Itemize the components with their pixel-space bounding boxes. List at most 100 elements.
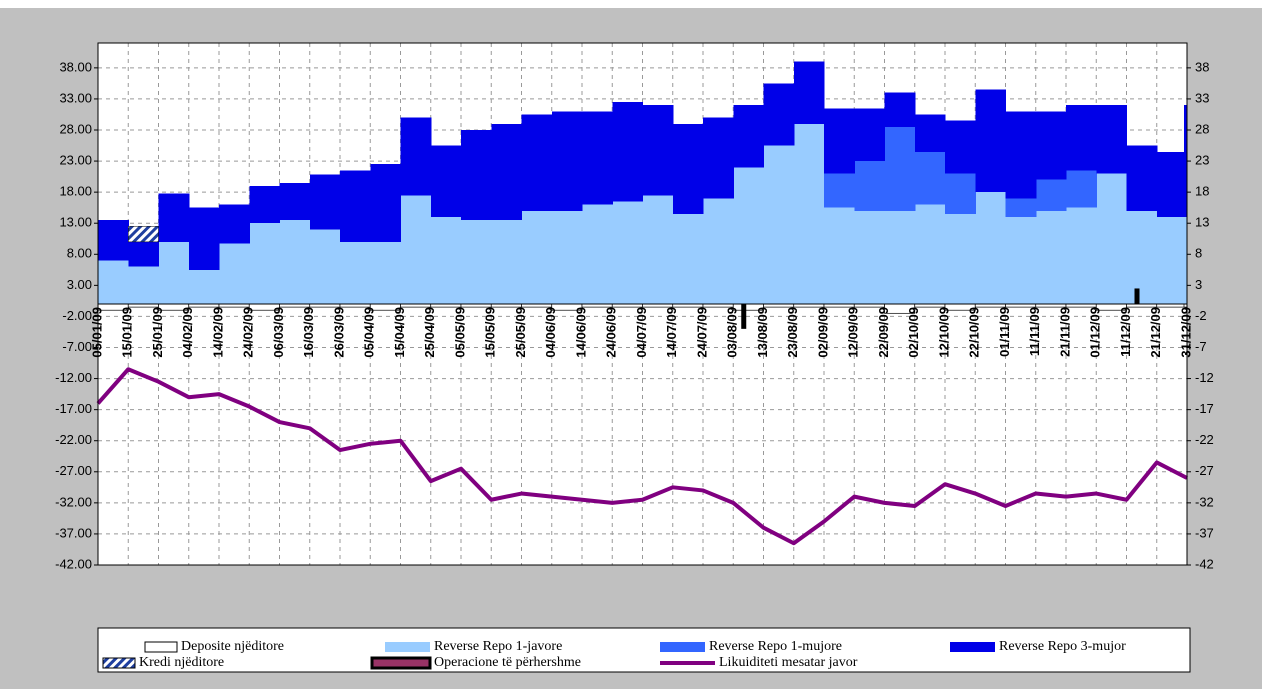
legend-swatch bbox=[950, 642, 995, 652]
y-tick-label: -37.00 bbox=[55, 525, 92, 540]
x-tick-label: 11/11/09 bbox=[1027, 307, 1042, 356]
y-tick-label: -2.00 bbox=[62, 308, 92, 323]
area-segment bbox=[1096, 105, 1127, 174]
area-segment bbox=[461, 130, 492, 221]
area-segment bbox=[1126, 210, 1158, 304]
x-tick-label: 02/10/09 bbox=[906, 307, 921, 358]
area-segment bbox=[1005, 111, 1037, 199]
x-tick-label: 24/02/09 bbox=[241, 307, 256, 358]
area-segment bbox=[824, 108, 855, 174]
area-segment bbox=[1184, 179, 1188, 304]
area-segment bbox=[763, 83, 795, 146]
y-tick-label: -42.00 bbox=[55, 556, 92, 571]
area-segment bbox=[703, 117, 734, 199]
x-tick-label: 26/03/09 bbox=[331, 307, 346, 358]
area-segment bbox=[128, 241, 159, 267]
area-segment bbox=[400, 117, 432, 196]
bar bbox=[1134, 288, 1140, 304]
area-segment bbox=[1005, 217, 1037, 304]
x-tick-label: 02/09/09 bbox=[815, 307, 830, 358]
area-segment bbox=[219, 204, 250, 244]
area-segment bbox=[884, 126, 916, 211]
x-tick-label: 05/04/09 bbox=[362, 307, 377, 358]
y2-tick-label: 8 bbox=[1195, 246, 1202, 261]
y2-tick-label: -37 bbox=[1195, 525, 1214, 540]
legend-swatch bbox=[144, 641, 178, 653]
area-segment bbox=[642, 105, 674, 196]
y2-tick-label: -42 bbox=[1195, 556, 1214, 571]
area-segment bbox=[279, 182, 311, 221]
area-segment bbox=[733, 167, 764, 304]
y2-tick-label: -17 bbox=[1195, 401, 1214, 416]
area-segment bbox=[430, 217, 462, 304]
y2-tick-label: -27 bbox=[1195, 463, 1214, 478]
area-segment bbox=[975, 192, 1006, 304]
y-tick-label: -27.00 bbox=[55, 463, 92, 478]
y-tick-label: 3.00 bbox=[67, 277, 92, 292]
legend-label: Deposite njëditore bbox=[181, 639, 284, 654]
area-segment bbox=[793, 61, 825, 124]
x-tick-label: 16/03/09 bbox=[301, 307, 316, 358]
x-tick-label: 01/12/09 bbox=[1088, 307, 1103, 358]
area-segment bbox=[945, 173, 976, 214]
area-segment bbox=[612, 201, 643, 304]
area-segment bbox=[98, 220, 129, 261]
area-segment bbox=[158, 241, 190, 304]
area-segment bbox=[884, 210, 916, 304]
area-segment bbox=[461, 220, 492, 304]
line bbox=[96, 367, 1188, 546]
area-segment bbox=[309, 229, 341, 304]
x-tick-label: 15/05/09 bbox=[483, 307, 498, 358]
legend bbox=[97, 627, 1191, 673]
y2-tick-label: -22 bbox=[1195, 432, 1214, 447]
x-tick-label: 25/04/09 bbox=[422, 307, 437, 358]
x-tick-label: 15/04/09 bbox=[392, 307, 407, 358]
x-tick-label: 15/01/09 bbox=[120, 307, 135, 358]
area-segment bbox=[158, 193, 190, 242]
legend-label: Operacione të përhershme bbox=[434, 655, 581, 670]
area-segment bbox=[582, 111, 613, 205]
area-segment bbox=[249, 223, 280, 304]
x-tick-label: 25/05/09 bbox=[513, 307, 528, 358]
area-segment bbox=[672, 213, 704, 304]
y2-tick-label: -32 bbox=[1195, 494, 1214, 509]
x-tick-label: 22/09/09 bbox=[876, 307, 891, 358]
area-segment bbox=[249, 185, 280, 224]
legend-label: Likuiditeti mesatar javor bbox=[719, 655, 858, 670]
area-segment bbox=[582, 204, 613, 304]
y-tick-label: 38.00 bbox=[59, 59, 92, 74]
x-tick-label: 14/07/09 bbox=[664, 307, 679, 358]
area-segment bbox=[914, 114, 946, 152]
x-tick-label: 03/08/09 bbox=[725, 307, 740, 358]
x-tick-label: 05/01/09 bbox=[89, 307, 104, 358]
area-segment bbox=[1066, 207, 1097, 304]
area-segment bbox=[309, 174, 341, 230]
area-segment bbox=[1005, 198, 1037, 217]
area-segment bbox=[1035, 179, 1067, 211]
area-segment bbox=[914, 204, 946, 304]
x-tick-label: 24/07/09 bbox=[694, 307, 709, 358]
y-tick-label: -17.00 bbox=[55, 401, 92, 416]
x-tick-label: 21/12/09 bbox=[1148, 307, 1163, 358]
area-segment bbox=[1126, 145, 1158, 211]
area-segment bbox=[188, 269, 220, 304]
legend-label: Reverse Repo 3-mujor bbox=[999, 639, 1126, 654]
area-segment bbox=[521, 114, 553, 211]
legend-label: Reverse Repo 1-mujore bbox=[709, 639, 842, 654]
area-segment bbox=[551, 210, 583, 304]
y2-tick-label: 18 bbox=[1195, 184, 1209, 199]
y-tick-label: 18.00 bbox=[59, 184, 92, 199]
area-segment bbox=[854, 161, 885, 211]
area-segment bbox=[491, 220, 522, 304]
x-tick-label: 24/06/09 bbox=[604, 307, 619, 358]
area-segment bbox=[1066, 170, 1097, 208]
area-segment bbox=[1035, 210, 1067, 304]
area-segment bbox=[824, 207, 855, 304]
legend-swatch bbox=[370, 656, 432, 670]
area-segment bbox=[1096, 173, 1127, 304]
area-segment bbox=[854, 108, 885, 162]
area-segment bbox=[824, 173, 855, 208]
x-tick-label: 04/06/09 bbox=[543, 307, 558, 358]
area-segment bbox=[340, 241, 371, 304]
